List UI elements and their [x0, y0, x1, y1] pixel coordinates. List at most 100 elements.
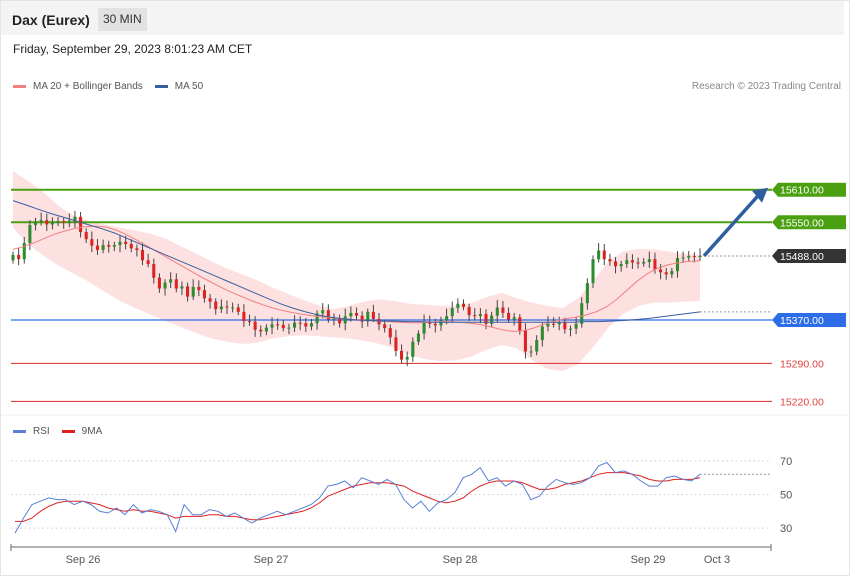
level-label-4: 15290.00	[780, 358, 824, 370]
candle-body	[461, 303, 466, 307]
rsi-tick-30: 30	[780, 523, 792, 535]
candle	[247, 314, 252, 326]
candle	[557, 316, 561, 331]
candle-body	[433, 323, 437, 326]
candle	[501, 301, 505, 318]
level-tag-3	[772, 313, 846, 327]
forecast-arrow-head	[752, 187, 768, 203]
candle-body	[546, 323, 550, 327]
candle-body	[563, 322, 567, 330]
ma50-swatch	[154, 85, 168, 88]
candle-body	[118, 241, 122, 246]
x-tick-label: Sep 26	[66, 554, 101, 566]
candle	[174, 273, 178, 293]
candle-body	[90, 239, 94, 246]
candle-body	[309, 323, 313, 327]
candle-body	[687, 255, 691, 258]
candle	[33, 217, 38, 231]
candle-body	[253, 321, 257, 330]
level-label-5: 15220.00	[780, 396, 824, 408]
candle	[681, 251, 685, 263]
level-label-3: 15370.00	[780, 315, 824, 327]
candle	[202, 284, 206, 303]
candle	[157, 273, 161, 293]
candle	[332, 313, 336, 326]
rsi-9ma-line	[15, 472, 701, 522]
candle-body	[484, 314, 488, 324]
candle-body	[259, 329, 263, 332]
candle-body	[540, 326, 544, 341]
candle-body	[692, 255, 696, 257]
candle-body	[67, 220, 71, 223]
ma20-swatch	[13, 85, 26, 88]
candle	[107, 240, 111, 253]
candle	[653, 252, 657, 274]
candle-body	[568, 328, 573, 330]
candle-body	[647, 259, 651, 262]
ma50-line	[12, 200, 701, 323]
candle	[129, 239, 133, 253]
candle-body	[197, 286, 201, 291]
candle-body	[416, 333, 420, 342]
candle-body	[56, 221, 60, 223]
candle	[45, 213, 49, 231]
candle-body	[315, 313, 319, 324]
candle-body	[371, 311, 375, 319]
candle-body	[180, 286, 184, 289]
candle	[304, 317, 308, 332]
candle	[146, 253, 150, 268]
candle	[675, 251, 680, 278]
candle	[231, 302, 235, 313]
candle	[636, 257, 640, 269]
candle	[11, 251, 15, 264]
candle-body	[670, 271, 674, 275]
candle	[597, 242, 601, 263]
candle	[219, 299, 223, 313]
candle	[411, 337, 415, 362]
candle-body	[636, 262, 640, 264]
timeframe-badge[interactable]: 30 MIN	[98, 8, 147, 31]
bollinger-band	[13, 171, 700, 371]
candle-body	[28, 225, 32, 243]
candle-body	[580, 303, 584, 324]
candle	[67, 213, 71, 228]
candle-body	[507, 312, 511, 320]
candle-body	[518, 317, 522, 331]
candle	[50, 217, 54, 230]
candle	[625, 253, 629, 268]
research-credit: Research © 2023 Trading Central	[691, 81, 841, 92]
candle	[535, 335, 539, 356]
candle-body	[591, 259, 595, 284]
candle	[191, 279, 195, 300]
rsi-swatch	[13, 430, 26, 433]
level-label-1: 15550.00	[780, 217, 824, 229]
candle	[270, 317, 274, 335]
candle-body	[281, 324, 285, 329]
candle	[394, 329, 398, 357]
candle	[208, 293, 212, 309]
candle	[118, 234, 122, 253]
candle-body	[450, 308, 454, 317]
candle	[563, 317, 567, 334]
candle-body	[394, 337, 398, 351]
candle	[354, 307, 359, 320]
candle	[602, 244, 606, 266]
candle	[259, 325, 263, 337]
candle	[276, 318, 280, 330]
candle-body	[293, 322, 297, 328]
candle-body	[338, 318, 342, 324]
candle	[642, 258, 646, 267]
candle	[22, 236, 26, 264]
candle	[338, 314, 342, 328]
candle	[371, 304, 375, 323]
candle-body	[343, 316, 347, 324]
forecast-arrow-shaft	[702, 193, 761, 258]
candle-body	[169, 279, 173, 283]
candle-body	[501, 307, 505, 313]
candle	[456, 298, 460, 313]
candle	[112, 241, 116, 252]
candle-body	[186, 286, 190, 297]
candle	[647, 251, 651, 268]
candle	[568, 325, 573, 337]
candle-body	[512, 317, 516, 320]
